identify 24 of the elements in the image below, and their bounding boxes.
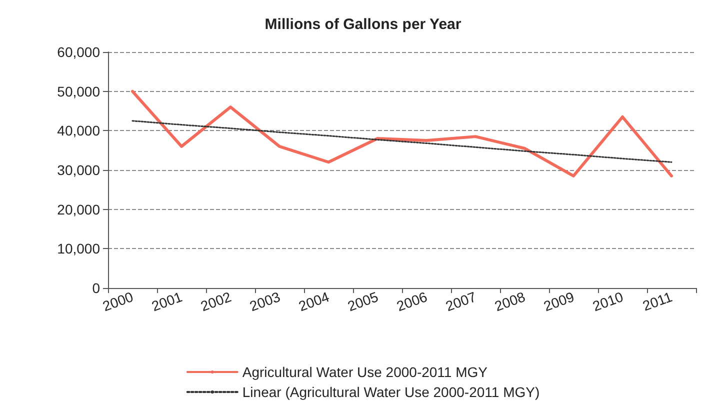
x-tick-label: 2003 [247,288,282,314]
line-series [131,90,673,178]
y-tick-label: 0 [92,280,100,296]
legend-label: Agricultural Water Use 2000-2011 MGY [242,364,488,380]
y-tick-label: 10,000 [57,240,100,257]
legend-label: Linear (Agricultural Water Use 2000-2011 MGY) [242,384,540,400]
x-tick-label: 2009 [541,288,576,314]
x-tick-label: 2004 [296,288,332,314]
x-tick-label: 2002 [198,288,234,314]
x-tick-label: 2008 [492,288,528,314]
y-tick-label: 30,000 [57,162,100,178]
x-tick-label: 2006 [394,288,430,314]
x-tick-label: 2010 [590,288,626,314]
x-tick-label: 2001 [149,288,184,314]
x-tick-label: 2000 [100,288,136,314]
y-tick-label: 60,000 [57,44,100,60]
x-tick-label: 2005 [345,288,380,314]
line-series [132,120,672,163]
y-tick-label: 20,000 [57,201,100,218]
chart-title: Millions of Gallons per Year [264,16,462,33]
x-tick-label: 2011 [640,288,674,314]
y-tick-label: 50,000 [57,83,100,100]
x-tick-label: 2007 [443,288,478,314]
y-tick-label: 40,000 [57,122,100,139]
